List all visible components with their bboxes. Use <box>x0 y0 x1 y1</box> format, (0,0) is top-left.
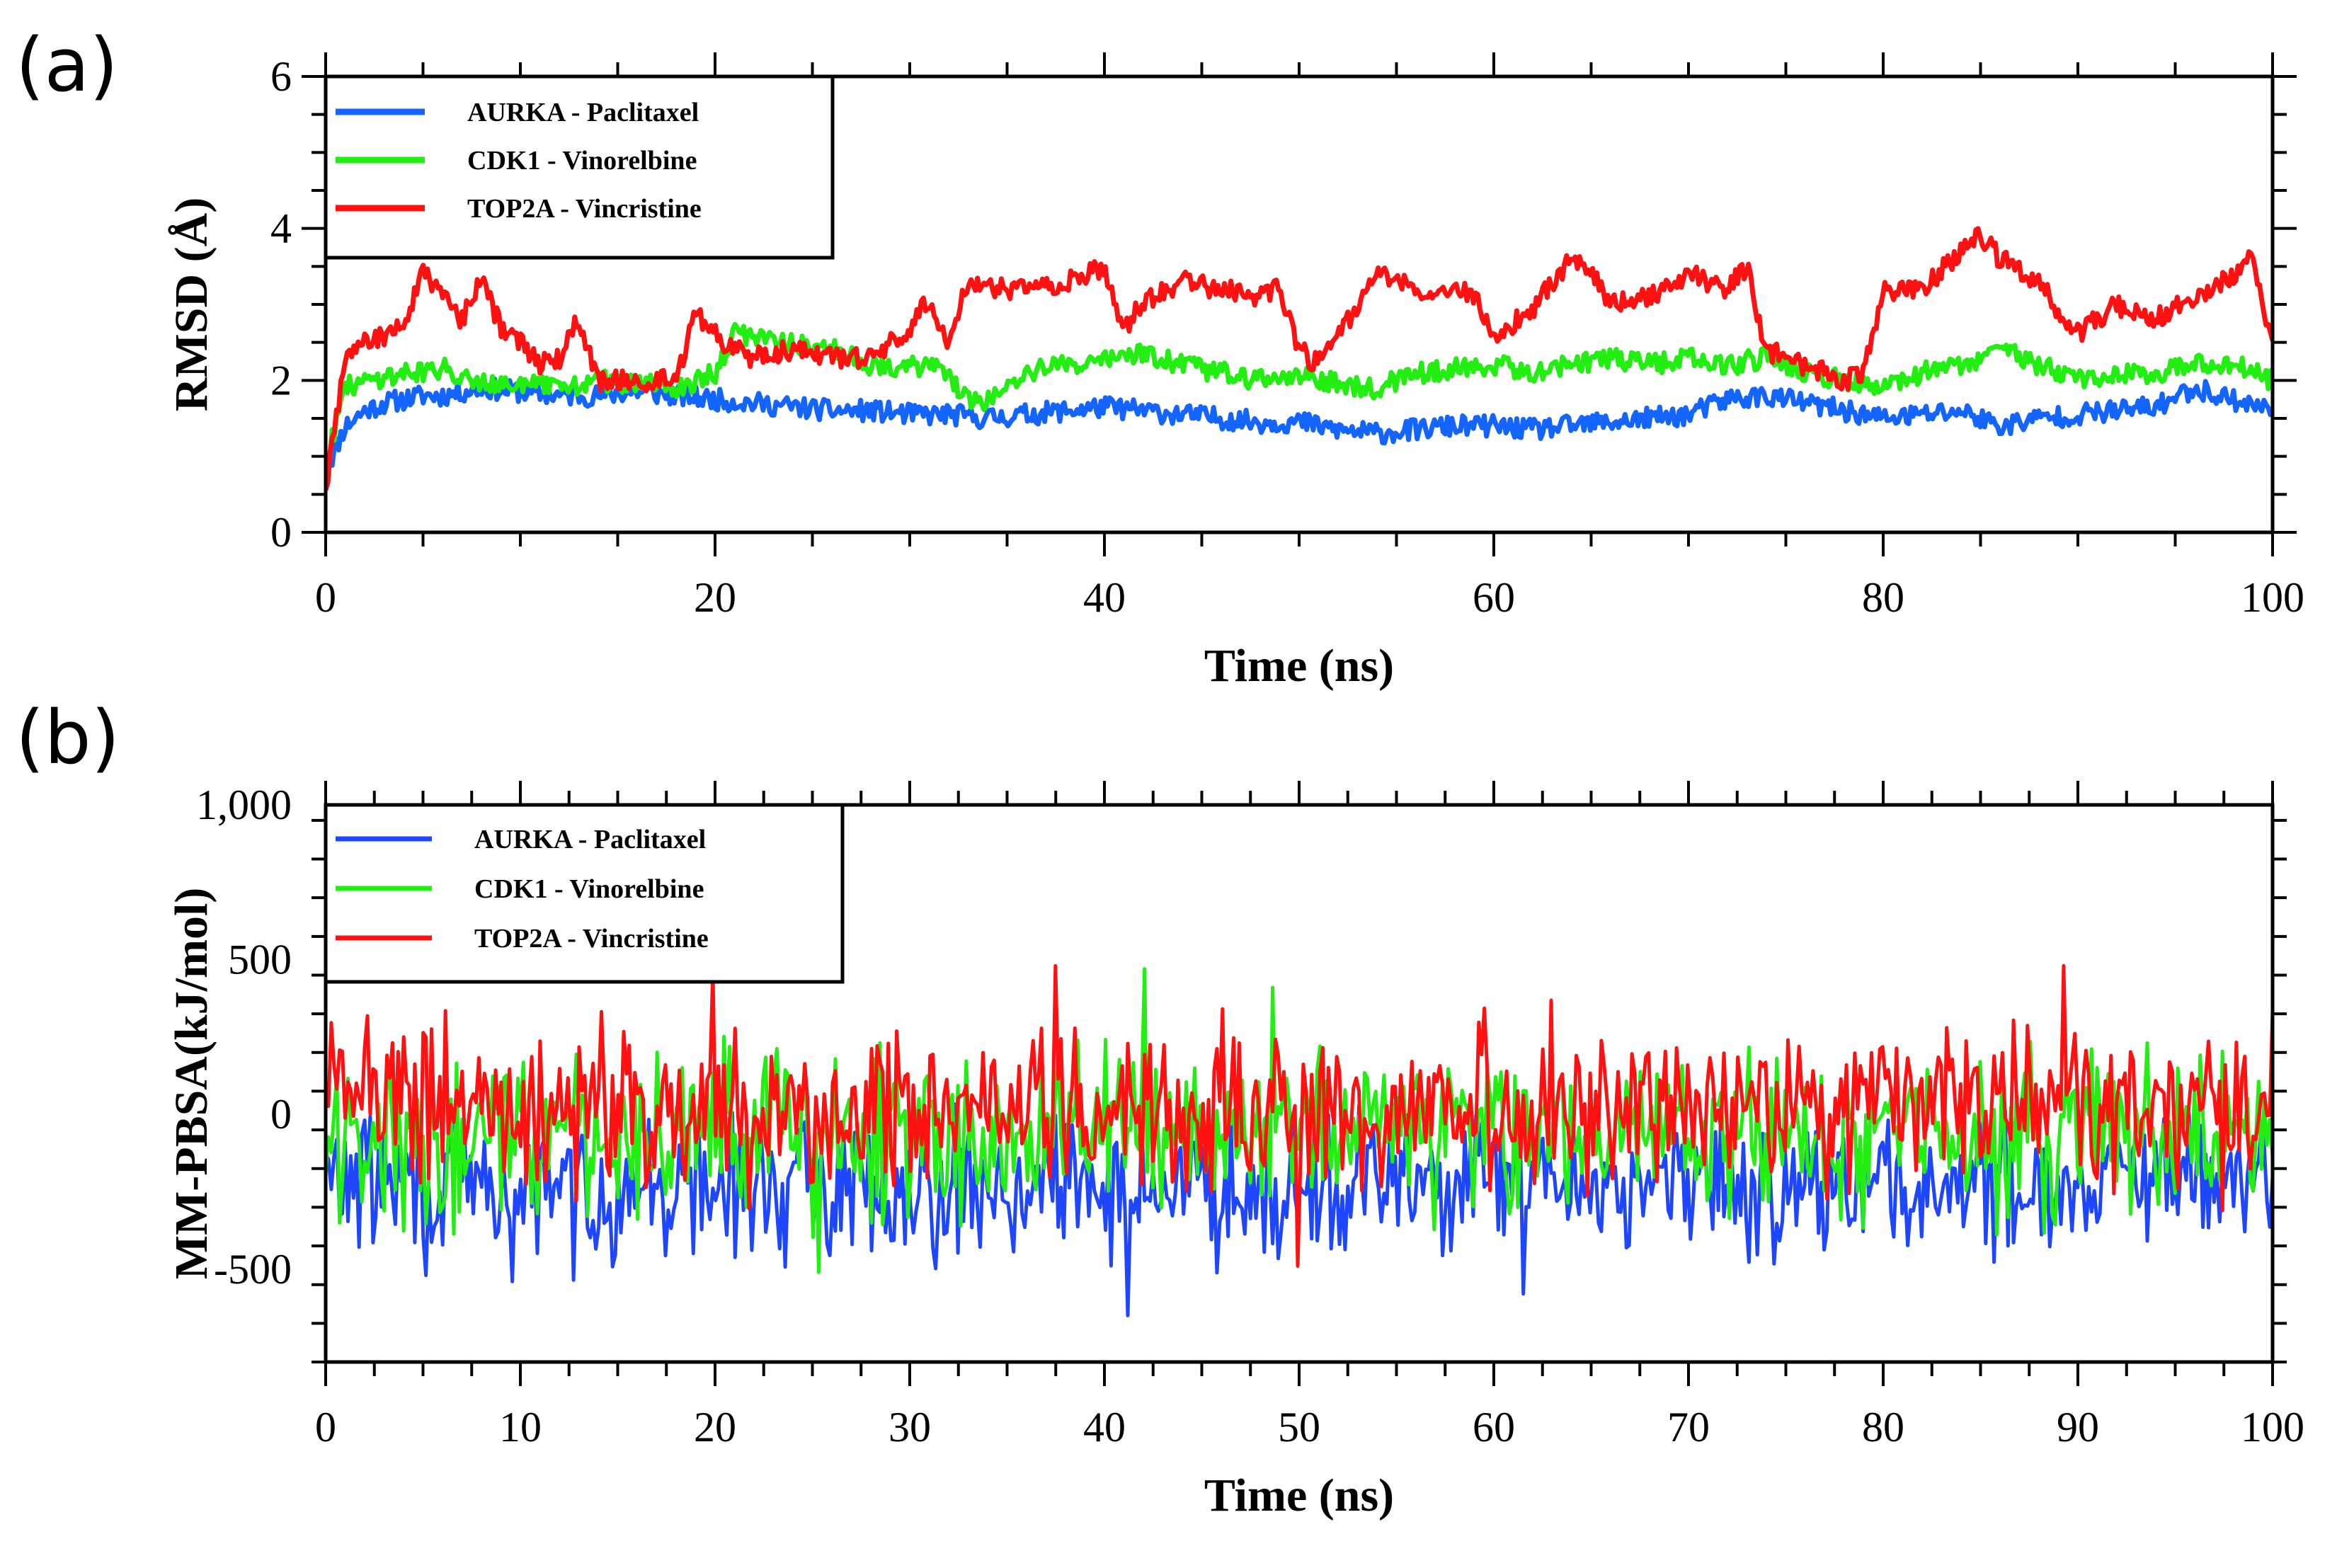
rmsd-legend-label-3: TOP2A - Vincristine <box>467 194 702 224</box>
rmsd-series-line-2 <box>326 321 2273 469</box>
rmsd-x-axis-title: Time (ns) <box>1204 640 1394 692</box>
rmsd-x-tick-label: 0 <box>315 574 336 621</box>
rmsd-y-axis-title: RMSD (Å) <box>166 198 217 411</box>
rmsd-x-tick-label: 20 <box>694 574 736 621</box>
rmsd-legend-box <box>324 74 835 260</box>
mmpbsa-y-tick-label: -500 <box>214 1246 292 1293</box>
mmpbsa-x-tick-label: 80 <box>1862 1404 1904 1450</box>
mmpbsa-y-tick-label: 500 <box>228 937 292 983</box>
mmpbsa-chart: 0 10 20 30 40 50 60 70 80 90 100 -500 0 500 1,000 Time … <box>166 781 2304 1521</box>
mmpbsa-x-tick-label: 30 <box>888 1404 931 1450</box>
mmpbsa-plot-area <box>326 963 2273 1317</box>
rmsd-axes: 0 20 40 60 80 100 0 2 4 6 Time (ns) RMSD (Å) <box>166 52 2304 692</box>
mmpbsa-x-tick-label: 0 <box>315 1404 336 1450</box>
mmpbsa-series-line-3 <box>326 963 2273 1268</box>
mmpbsa-x-tick-label: 100 <box>2241 1404 2304 1450</box>
mmpbsa-legend-label-3: TOP2A - Vincristine <box>474 924 709 954</box>
mmpbsa-legend-label-1: AURKA - Paclitaxel <box>474 825 706 854</box>
rmsd-x-tick-label: 60 <box>1473 574 1515 621</box>
rmsd-y-tick-label: 4 <box>270 205 292 252</box>
rmsd-x-tick-label: 80 <box>1862 574 1904 621</box>
panel-b-label: (b) <box>16 694 120 781</box>
mmpbsa-x-tick-label: 90 <box>2057 1404 2099 1450</box>
mmpbsa-legend: AURKA - Paclitaxel CDK1 - Vinorelbine TOP2… <box>324 803 845 984</box>
mmpbsa-x-tick-label: 50 <box>1278 1404 1320 1450</box>
mmpbsa-x-tick-label: 10 <box>499 1404 542 1450</box>
rmsd-y-tick-label: 6 <box>270 53 292 100</box>
rmsd-x-tick-label: 100 <box>2241 574 2304 621</box>
rmsd-plot-area <box>326 226 2273 491</box>
panel-a-label: (a) <box>16 22 118 108</box>
mmpbsa-x-axis-title: Time (ns) <box>1204 1470 1394 1521</box>
rmsd-chart: 0 20 40 60 80 100 0 2 4 6 Time (ns) RMSD (Å) AURKA -… <box>166 52 2304 692</box>
mmpbsa-x-tick-label: 40 <box>1083 1404 1126 1450</box>
rmsd-legend-label-1: AURKA - Paclitaxel <box>467 98 699 127</box>
rmsd-legend: AURKA - Paclitaxel CDK1 - Vinorelbine TOP2… <box>324 74 835 260</box>
rmsd-x-tick-label: 40 <box>1083 574 1126 621</box>
mmpbsa-x-tick-label: 20 <box>694 1404 736 1450</box>
mmpbsa-x-tick-label: 70 <box>1667 1404 1710 1450</box>
mmpbsa-y-tick-label: 1,000 <box>196 782 292 828</box>
mmpbsa-legend-box <box>324 803 845 984</box>
rmsd-legend-label-2: CDK1 - Vinorelbine <box>467 146 697 176</box>
rmsd-series-line-3 <box>326 226 2273 491</box>
mmpbsa-legend-label-2: CDK1 - Vinorelbine <box>474 874 704 904</box>
mmpbsa-y-axis-title: MM-PBSA(kJ/mol) <box>166 888 217 1280</box>
mmpbsa-axes: 0 10 20 30 40 50 60 70 80 90 100 -500 0 500 1,000 Time … <box>166 781 2304 1521</box>
rmsd-series-line-1 <box>326 376 2273 479</box>
mmpbsa-x-tick-label: 60 <box>1473 1404 1515 1450</box>
mmpbsa-y-tick-label: 0 <box>270 1091 292 1138</box>
rmsd-y-tick-label: 0 <box>270 509 292 556</box>
rmsd-y-tick-label: 2 <box>270 357 292 404</box>
